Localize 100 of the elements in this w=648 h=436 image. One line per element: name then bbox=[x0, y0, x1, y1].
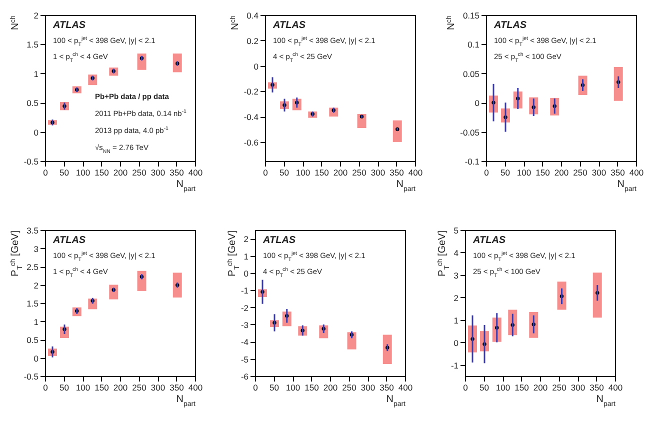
y-tick-label: 0.1 bbox=[468, 40, 480, 50]
x-axis-title: N$_{part}$ bbox=[617, 179, 637, 192]
y-tick-label: -0.4 bbox=[244, 112, 259, 122]
x-tick-label: 200 bbox=[333, 168, 348, 178]
annotation: ATLAS bbox=[262, 235, 296, 246]
x-axis-title: N$_{part}$ bbox=[596, 394, 616, 408]
x-tick-label: 50 bbox=[480, 382, 490, 392]
x-tick-label: 100 bbox=[516, 168, 532, 178]
x-tick-label: 400 bbox=[398, 382, 413, 392]
y-tick-label: -0.5 bbox=[24, 372, 39, 382]
y-tick-label: -1 bbox=[450, 360, 459, 370]
x-tick-label: 100 bbox=[76, 168, 90, 178]
y-tick-label: 1 bbox=[34, 68, 39, 79]
x-tick-label: 200 bbox=[113, 168, 128, 178]
x-tick-label: 350 bbox=[170, 382, 184, 392]
x-tick-label: 250 bbox=[342, 382, 357, 392]
y-tick-label: 1 bbox=[454, 315, 459, 326]
annotation: ATLAS bbox=[272, 20, 306, 31]
y-tick-label: 0 bbox=[34, 127, 39, 138]
annotation: ATLAS bbox=[52, 235, 86, 246]
y-tick-label: 1 bbox=[244, 251, 249, 262]
x-tick-label: 350 bbox=[590, 382, 604, 392]
y-tick-label: 0 bbox=[244, 268, 249, 278]
y-tick-label: -2 bbox=[240, 302, 249, 313]
x-tick-label: 0 bbox=[43, 382, 48, 392]
x-tick-label: 200 bbox=[554, 168, 569, 178]
x-tick-label: 300 bbox=[592, 168, 606, 178]
y-tick-label: 3 bbox=[454, 270, 459, 280]
x-tick-label: 250 bbox=[132, 168, 147, 178]
x-tick-label: 350 bbox=[380, 382, 394, 392]
x-tick-label: 150 bbox=[94, 168, 110, 178]
y-tick-label: -5 bbox=[240, 354, 249, 364]
x-tick-label: 0 bbox=[43, 168, 48, 178]
y-tick-label: 3.5 bbox=[26, 226, 39, 236]
x-tick-label: 150 bbox=[314, 168, 330, 178]
y-tick-label: 1.5 bbox=[26, 40, 39, 50]
x-tick-label: 100 bbox=[296, 168, 310, 178]
x-tick-label: 300 bbox=[150, 168, 166, 178]
y-tick-label: 2 bbox=[244, 234, 249, 244]
x-tick-label: 300 bbox=[360, 382, 376, 392]
x-tick-label: 250 bbox=[552, 382, 567, 392]
x-tick-label: 50 bbox=[270, 382, 280, 392]
x-tick-label: 400 bbox=[188, 382, 203, 392]
annotation: ATLAS bbox=[472, 235, 506, 246]
y-tick-label: -0.1 bbox=[464, 156, 480, 166]
y-tick-label: 0 bbox=[474, 98, 480, 108]
x-tick-label: 50 bbox=[280, 168, 290, 178]
y-tick-label: 0 bbox=[34, 353, 39, 364]
x-tick-label: 50 bbox=[500, 168, 510, 178]
x-tick-label: 100 bbox=[286, 382, 300, 392]
annotation: ATLAS bbox=[493, 20, 527, 31]
x-tick-label: 50 bbox=[60, 168, 70, 178]
y-tick-label: 1.5 bbox=[26, 298, 39, 308]
y-tick-label: 0.05 bbox=[462, 68, 480, 79]
y-tick-label: 0.4 bbox=[246, 10, 259, 20]
annotation: ATLAS bbox=[52, 20, 86, 31]
y-tick-label: 5 bbox=[454, 226, 459, 236]
y-tick-label: -3 bbox=[240, 320, 249, 330]
x-tick-label: 150 bbox=[536, 168, 550, 178]
x-tick-label: 350 bbox=[390, 168, 404, 178]
x-tick-label: 350 bbox=[610, 168, 626, 178]
x-tick-label: 250 bbox=[352, 168, 367, 178]
x-tick-label: 0 bbox=[263, 168, 268, 178]
x-tick-label: 300 bbox=[570, 382, 586, 392]
x-tick-label: 200 bbox=[113, 382, 128, 392]
x-tick-label: 300 bbox=[370, 168, 386, 178]
y-tick-label: 0.15 bbox=[462, 10, 480, 20]
x-tick-label: 350 bbox=[170, 168, 184, 178]
y-tick-label: -6 bbox=[240, 372, 249, 382]
x-tick-label: 400 bbox=[408, 168, 423, 178]
x-tick-label: 100 bbox=[76, 382, 90, 392]
y-tick-label: -0.6 bbox=[244, 137, 259, 148]
y-tick-label: 2 bbox=[34, 280, 39, 290]
y-tick-label: 4 bbox=[454, 248, 459, 258]
y-tick-label: 0.5 bbox=[26, 98, 39, 108]
x-tick-label: 400 bbox=[629, 168, 644, 178]
x-tick-label: 250 bbox=[132, 382, 147, 392]
x-axis-title: N$_{part}$ bbox=[396, 179, 416, 192]
x-tick-label: 200 bbox=[323, 382, 338, 392]
x-tick-label: 300 bbox=[150, 382, 166, 392]
x-axis-title: N$_{part}$ bbox=[176, 394, 196, 408]
y-tick-label: 1 bbox=[34, 316, 39, 327]
x-tick-label: 0 bbox=[484, 168, 490, 178]
y-tick-label: 0.5 bbox=[26, 335, 39, 345]
x-tick-label: 150 bbox=[304, 382, 320, 392]
x-tick-label: 150 bbox=[514, 382, 530, 392]
y-tick-label: 0 bbox=[254, 61, 259, 72]
x-tick-label: 400 bbox=[608, 382, 623, 392]
y-tick-label: 2 bbox=[34, 10, 39, 20]
x-tick-label: 50 bbox=[60, 382, 70, 392]
y-tick-label: 3 bbox=[34, 244, 39, 254]
x-tick-label: 200 bbox=[533, 382, 548, 392]
x-tick-label: 100 bbox=[496, 382, 510, 392]
y-tick-label: -4 bbox=[240, 337, 249, 348]
y-tick-label: 2 bbox=[454, 292, 459, 303]
y-tick-label: -0.2 bbox=[244, 86, 259, 97]
x-tick-label: 150 bbox=[94, 382, 110, 392]
y-tick-label: 0 bbox=[454, 338, 459, 348]
y-tick-label: 0.2 bbox=[246, 36, 259, 46]
y-tick-label: -1 bbox=[240, 286, 249, 296]
